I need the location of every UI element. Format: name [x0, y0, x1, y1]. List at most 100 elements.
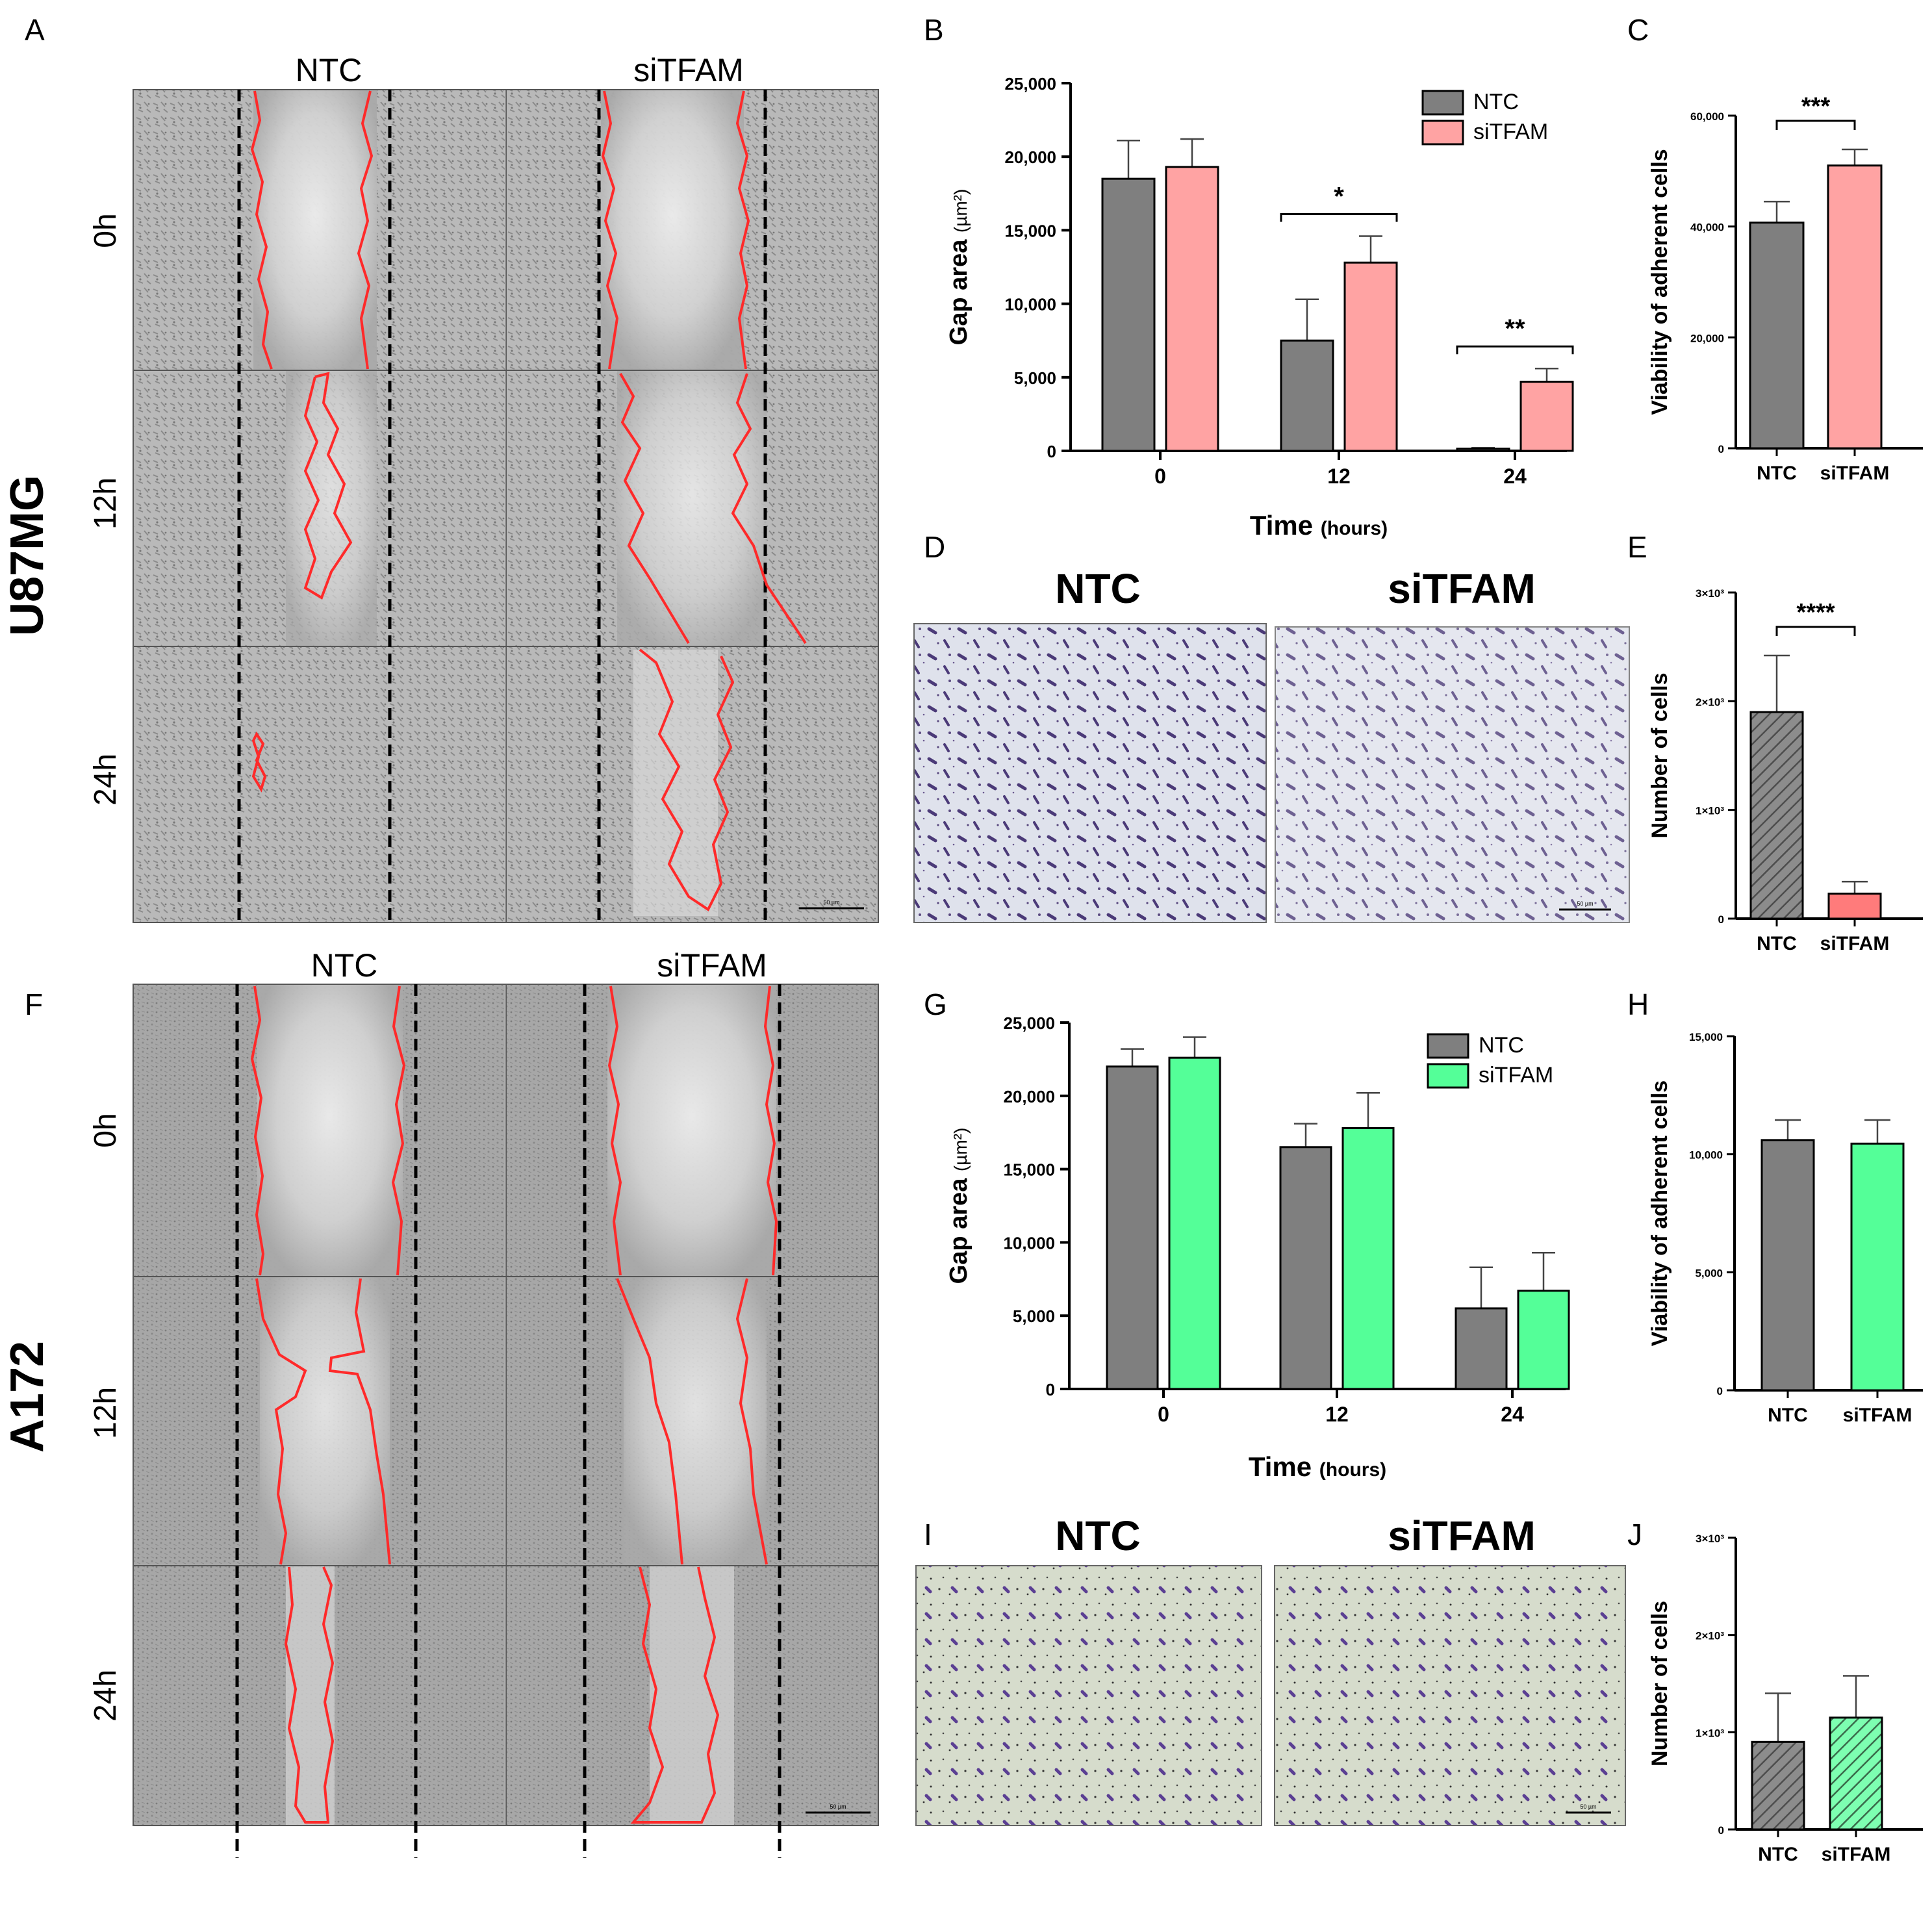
- transwell-u87mg: NTC siTFAM 50 µm: [913, 565, 1630, 923]
- x-tick-label-B: 24: [1503, 465, 1527, 488]
- y-tick-label-B: 0: [1047, 442, 1056, 461]
- scratch-col-title-sitfam: siTFAM: [633, 52, 743, 88]
- scale-bar-label-u87: 50 µm: [823, 899, 839, 906]
- chart-viability-a172: 0 5,000 10,000 15,000 NTC siTFAM Viability of …: [1647, 1031, 1923, 1426]
- y-tick-label-J: 1×10³: [1696, 1727, 1724, 1739]
- x-axis-label-main-B: Time: [1250, 510, 1321, 541]
- x-tick-label-G: 0: [1158, 1403, 1169, 1426]
- transwell-image-u87-ntc: [913, 623, 1267, 923]
- scratch-row-label-0h: 0h: [88, 213, 123, 248]
- wound-edges-a172: [250, 986, 778, 1824]
- micrograph-grid-u87: [133, 89, 879, 923]
- transwell-title-sitfam-u87: siTFAM: [1388, 565, 1536, 612]
- micrograph-grid-a172: [133, 984, 879, 1826]
- x-tick-label-J: siTFAM: [1822, 1844, 1891, 1865]
- y-tick-label-B: 20,000: [1004, 147, 1056, 167]
- transwell-scale-bar-label-a172: 50 µm: [1580, 1803, 1596, 1810]
- panel-label-H: H: [1627, 987, 1649, 1021]
- transwell-a172: NTC siTFAM 50 µm: [915, 1512, 1626, 1826]
- scratch-row-label-0h-a172: 0h: [88, 1113, 123, 1147]
- scratch-row-label-12h: 12h: [88, 478, 123, 529]
- y-tick-label-C: 40,000: [1690, 222, 1724, 234]
- y-tick-label-C: 20,000: [1690, 332, 1724, 344]
- y-axis-label-C: Viability of adherent cells: [1647, 149, 1672, 414]
- panel-label-F: F: [25, 987, 43, 1021]
- scratch-grid-u87mg: NTC siTFAM 0h 12h 24h: [88, 52, 879, 923]
- y-axis-label-G: Gap area (µm²): [945, 1128, 972, 1284]
- y-tick-label-C: 60,000: [1690, 110, 1724, 123]
- panel-label-C: C: [1627, 13, 1649, 47]
- scratch-col-title-ntc-a172: NTC: [311, 947, 378, 984]
- transwell-title-sitfam-a172: siTFAM: [1388, 1512, 1536, 1559]
- micrograph-a172-ntc-12h-wound: [260, 1277, 390, 1566]
- transwell-image-a172-ntc: [915, 1565, 1262, 1826]
- x-axis-label-main-G: Time: [1249, 1451, 1319, 1482]
- significance-bracket-E: [1775, 626, 1856, 637]
- legend-label-B: NTC: [1473, 90, 1519, 114]
- micrograph-u87-ntc-12h-wound: [286, 370, 377, 646]
- bar-H-sitfam: [1850, 1142, 1905, 1392]
- significance-bracket-C: [1775, 120, 1856, 131]
- y-axis-label-unit-B: (µm²): [950, 189, 971, 233]
- y-tick-label-G: 25,000: [1003, 1013, 1055, 1033]
- transwell-title-ntc-u87: NTC: [1055, 565, 1141, 612]
- bar-G-ntc-24: [1455, 1307, 1508, 1390]
- transwell-title-ntc-a172: NTC: [1055, 1512, 1141, 1559]
- bar-B-ntc-24: [1456, 448, 1510, 452]
- x-tick-label-B: 12: [1327, 465, 1351, 488]
- cell-line-label-u87mg: U87MG: [1, 475, 53, 636]
- bar-C-sitfam: [1827, 164, 1883, 450]
- x-tick-label-E: siTFAM: [1820, 933, 1890, 954]
- y-tick-label-G: 15,000: [1003, 1160, 1055, 1180]
- micrograph-a172-ntc-0h-wound: [257, 984, 403, 1277]
- legend-swatch-G: [1427, 1033, 1469, 1059]
- bar-B-sitfam-0: [1165, 166, 1219, 452]
- x-tick-label-H: NTC: [1768, 1405, 1808, 1426]
- cell-line-label-a172: A172: [1, 1341, 53, 1453]
- chart-gap-area-u87mg: 0 5,000 10,000 15,000 20,000 25,000 0 12 24 NTC si…: [945, 74, 1574, 541]
- transwell-image-u87-sitfam: [1275, 626, 1630, 923]
- y-tick-label-J: 0: [1718, 1824, 1724, 1837]
- bar-B-ntc-0: [1101, 177, 1156, 452]
- significance-marker-B: **: [1505, 314, 1525, 343]
- chart-gap-area-a172: 0 5,000 10,000 15,000 20,000 25,000 0 12 24 NTC si…: [945, 1013, 1570, 1482]
- scratch-boundaries-u87: [237, 90, 767, 923]
- bar-G-sitfam-12: [1341, 1127, 1395, 1390]
- y-tick-label-B: 10,000: [1004, 295, 1056, 314]
- scratch-row-label-24h: 24h: [88, 754, 123, 806]
- chart-invasion-a172: 0 1×10³ 2×10³ 3×10³ NTC siTFAM Number of cells: [1647, 1533, 1923, 1865]
- micrograph-a172-sitfam-0h-wound: [607, 984, 776, 1277]
- y-axis-label-J: Number of cells: [1647, 1601, 1672, 1766]
- legend-swatch-G: [1427, 1063, 1469, 1089]
- y-axis-label-main-B: Gap area: [945, 233, 972, 345]
- significance-marker-B: *: [1334, 182, 1344, 210]
- micrograph-a172-sitfam-24h-wound: [650, 1566, 734, 1826]
- y-axis-label-B: Gap area (µm²): [945, 189, 972, 346]
- panel-label-E: E: [1627, 530, 1647, 564]
- scratch-row-label-12h-a172: 12h: [88, 1387, 123, 1439]
- panel-label-A: A: [25, 13, 45, 47]
- bar-E-sitfam: [1827, 893, 1882, 920]
- legend-label-G: NTC: [1479, 1033, 1524, 1058]
- y-axis-label-unit-G: (µm²): [950, 1128, 971, 1171]
- chart-viability-u87mg: 0 20,000 40,000 60,000 NTC siTFAM Viability of…: [1647, 93, 1923, 484]
- bar-B-ntc-12: [1280, 339, 1334, 452]
- y-axis-label-E: Number of cells: [1647, 672, 1672, 838]
- legend-label-B: siTFAM: [1473, 120, 1548, 144]
- legend-swatch-B: [1421, 90, 1464, 116]
- micrograph-u87-sitfam-12h-wound: [617, 370, 767, 646]
- transwell-scale-bar-label-u87: 50 µm: [1577, 900, 1593, 907]
- bar-G-sitfam-24: [1517, 1290, 1570, 1390]
- x-tick-label-E: NTC: [1757, 933, 1797, 954]
- scratch-col-title-ntc: NTC: [296, 52, 362, 88]
- scratch-col-title-sitfam-a172: siTFAM: [657, 947, 767, 984]
- x-tick-label-H: siTFAM: [1843, 1405, 1913, 1426]
- bar-B-sitfam-24: [1519, 381, 1574, 452]
- y-tick-label-B: 5,000: [1014, 368, 1056, 388]
- y-tick-label-E: 0: [1718, 913, 1724, 926]
- bar-H-ntc: [1760, 1139, 1815, 1392]
- y-tick-label-E: 1×10³: [1696, 805, 1724, 817]
- y-tick-label-G: 20,000: [1003, 1087, 1055, 1106]
- scratch-row-label-24h-a172: 24h: [88, 1670, 123, 1722]
